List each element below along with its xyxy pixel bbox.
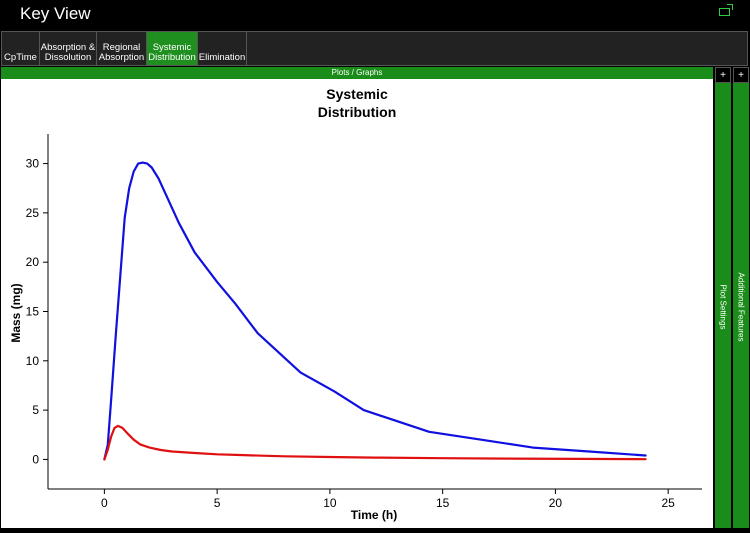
tab-absorption-dissolution[interactable]: Absorption & Dissolution — [40, 32, 97, 65]
y-tick-label: 10 — [26, 354, 40, 368]
x-tick-label: 25 — [661, 496, 675, 510]
x-tick-label: 10 — [323, 496, 337, 510]
chart-title-line-2: Distribution — [318, 104, 397, 120]
chart-axes: 0 5 10 15 20 25 0 5 10 15 20 25 30 — [26, 134, 702, 510]
tab-cptime[interactable]: CpTime — [2, 32, 40, 65]
y-tick-label: 30 — [26, 157, 40, 171]
x-axis-label: Time (h) — [351, 508, 397, 522]
chart-title-line-1: Systemic — [326, 86, 388, 102]
plot-area: Systemic Distribution Time (h) Mass (mg)… — [1, 79, 713, 528]
restore-window-icon[interactable] — [719, 4, 733, 16]
y-tick-label: 25 — [26, 206, 40, 220]
series-line-1 — [103, 424, 647, 461]
y-tick-label: 0 — [32, 452, 39, 466]
tab-label: CpTime — [4, 52, 37, 63]
x-tick-label: 20 — [549, 496, 563, 510]
chart-series — [103, 161, 647, 461]
tab-label: Elimination — [198, 52, 246, 63]
plot-settings-expand-button[interactable]: + — [715, 67, 731, 83]
tab-label: Absorption & Dissolution — [40, 42, 96, 63]
y-tick-label: 20 — [26, 255, 40, 269]
additional-features-expand-button[interactable]: + — [733, 67, 749, 83]
x-tick-label: 15 — [436, 496, 450, 510]
title-bar: Key View — [0, 0, 750, 30]
tab-label: Systemic Distribution — [148, 42, 196, 63]
additional-features-panel[interactable]: + Additional Features — [733, 67, 749, 528]
y-axis-label: Mass (mg) — [9, 283, 23, 342]
app-title: Key View — [20, 4, 91, 23]
plot-settings-label: Plot Settings — [718, 284, 728, 330]
tab-regional-absorption[interactable]: Regional Absorption — [97, 32, 147, 65]
y-tick-label: 5 — [32, 403, 39, 417]
y-tick-label: 15 — [26, 305, 40, 319]
systemic-distribution-chart: Systemic Distribution Time (h) Mass (mg)… — [9, 86, 702, 522]
plots-graphs-header: Plots / Graphs — [1, 67, 713, 79]
x-tick-label: 5 — [214, 496, 221, 510]
tab-systemic-distribution[interactable]: Systemic Distribution — [147, 32, 198, 65]
x-tick-label: 0 — [101, 496, 108, 510]
tab-label: Regional Absorption — [98, 42, 145, 63]
tab-bar: CpTime Absorption & Dissolution Regional… — [1, 31, 748, 66]
plot-settings-panel[interactable]: + Plot Settings — [715, 67, 731, 528]
series-line-0 — [103, 161, 647, 461]
additional-features-label: Additional Features — [736, 272, 746, 342]
tab-elimination[interactable]: Elimination — [198, 32, 247, 65]
